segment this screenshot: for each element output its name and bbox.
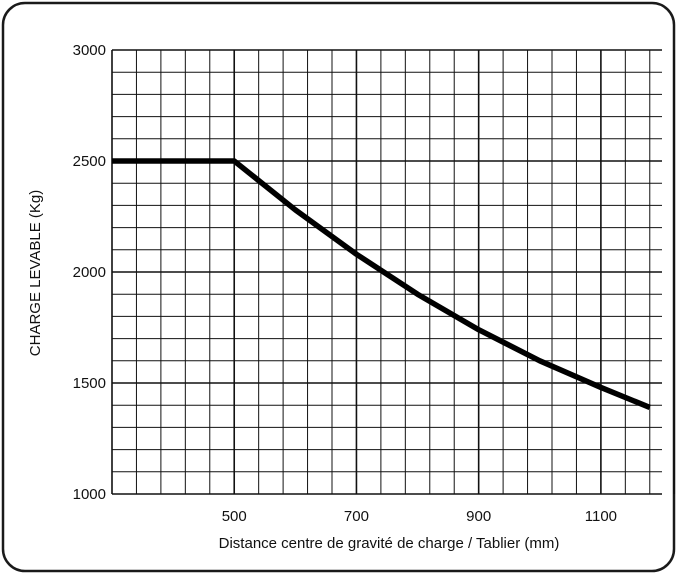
y-tick-label: 2000 [73,264,106,281]
x-tick-label: 700 [344,508,369,525]
x-tick-label: 500 [222,508,247,525]
y-tick-label: 1500 [73,375,106,392]
x-axis-title: Distance centre de gravité de charge / T… [219,535,560,552]
y-axis-title: CHARGE LEVABLE (Kg) [27,190,44,356]
series-line [112,158,651,410]
grid [111,49,676,495]
y-tick-label: 3000 [73,42,106,59]
y-tick-label: 2500 [73,153,106,170]
series-group [112,158,651,410]
tick-labels: 1000 1500 2000 2500 3000 500 700 900 1100 [73,42,617,525]
y-tick-label: 1000 [73,486,106,503]
x-tick-label: 900 [466,508,491,525]
x-tick-label: 1100 [585,508,617,525]
